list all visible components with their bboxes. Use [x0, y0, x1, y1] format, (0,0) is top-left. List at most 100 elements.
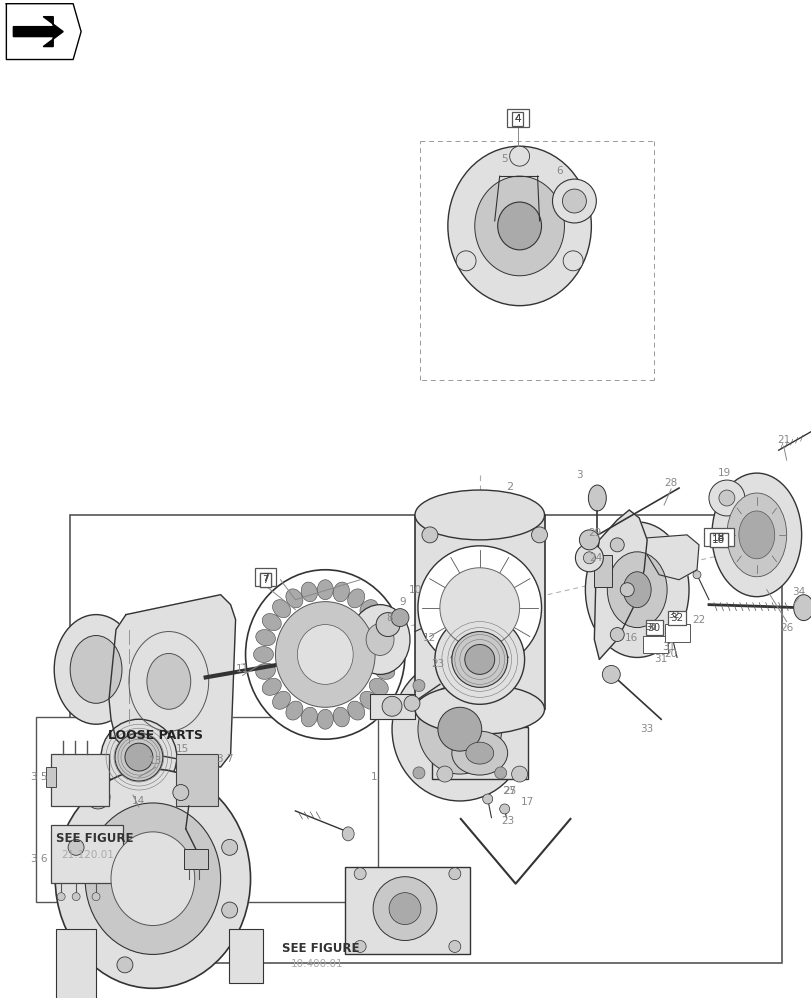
Text: 1: 1	[371, 772, 377, 782]
Polygon shape	[6, 4, 81, 60]
Ellipse shape	[253, 646, 273, 662]
Ellipse shape	[582, 552, 594, 564]
Text: 24: 24	[589, 553, 603, 563]
Ellipse shape	[551, 179, 595, 223]
Text: 3 6: 3 6	[31, 854, 48, 864]
Ellipse shape	[117, 957, 133, 973]
Ellipse shape	[375, 613, 400, 637]
Ellipse shape	[667, 629, 674, 637]
Polygon shape	[13, 17, 63, 47]
Ellipse shape	[474, 176, 564, 276]
Ellipse shape	[418, 684, 501, 774]
Text: 21: 21	[776, 435, 789, 445]
Ellipse shape	[464, 645, 494, 674]
Text: 18: 18	[711, 535, 725, 545]
Text: 31: 31	[662, 642, 675, 652]
Ellipse shape	[301, 707, 317, 727]
Text: 26: 26	[779, 623, 792, 633]
Ellipse shape	[376, 646, 397, 662]
Ellipse shape	[620, 583, 633, 597]
Ellipse shape	[413, 680, 424, 692]
Ellipse shape	[359, 691, 378, 709]
Ellipse shape	[726, 493, 786, 577]
Ellipse shape	[285, 589, 303, 608]
Ellipse shape	[354, 940, 366, 952]
Text: 10: 10	[408, 585, 421, 595]
Ellipse shape	[738, 511, 774, 559]
Ellipse shape	[422, 527, 437, 543]
Bar	[431, 727, 527, 779]
Ellipse shape	[147, 653, 191, 709]
Ellipse shape	[610, 628, 624, 642]
Ellipse shape	[333, 707, 349, 727]
Ellipse shape	[354, 868, 366, 880]
Polygon shape	[370, 694, 414, 719]
Ellipse shape	[92, 893, 100, 901]
Ellipse shape	[588, 485, 606, 511]
Ellipse shape	[388, 893, 420, 925]
Text: 7: 7	[262, 575, 268, 585]
Ellipse shape	[404, 695, 419, 711]
Ellipse shape	[57, 893, 65, 901]
Polygon shape	[594, 510, 646, 659]
Bar	[51, 754, 109, 806]
Ellipse shape	[435, 615, 524, 704]
Ellipse shape	[711, 473, 800, 597]
Ellipse shape	[448, 146, 590, 306]
Ellipse shape	[272, 600, 290, 618]
Text: 20: 20	[663, 649, 677, 659]
Ellipse shape	[391, 609, 409, 627]
Text: 6: 6	[556, 166, 562, 176]
Ellipse shape	[575, 544, 603, 572]
Bar	[46, 767, 56, 787]
Ellipse shape	[347, 701, 364, 720]
Ellipse shape	[414, 684, 544, 734]
Ellipse shape	[382, 696, 401, 716]
Text: 28: 28	[663, 478, 677, 488]
Text: 25: 25	[502, 786, 516, 796]
Text: 4: 4	[513, 114, 521, 124]
Bar	[183, 849, 208, 869]
Text: 3 7: 3 7	[217, 754, 234, 764]
Text: SEE FIGURE: SEE FIGURE	[56, 832, 134, 845]
Bar	[414, 515, 544, 709]
Ellipse shape	[563, 251, 582, 271]
Text: 30: 30	[647, 623, 660, 633]
Ellipse shape	[466, 742, 493, 764]
Text: 14: 14	[132, 796, 145, 806]
Ellipse shape	[448, 868, 461, 880]
Ellipse shape	[436, 766, 453, 782]
Ellipse shape	[456, 251, 475, 271]
Ellipse shape	[101, 719, 177, 795]
Text: 8: 8	[386, 613, 393, 623]
Text: 33: 33	[640, 724, 653, 734]
Ellipse shape	[610, 538, 624, 552]
Text: 3: 3	[575, 470, 582, 480]
Ellipse shape	[448, 940, 461, 952]
Polygon shape	[646, 535, 698, 580]
Text: 29: 29	[588, 528, 601, 538]
Ellipse shape	[499, 804, 509, 814]
Polygon shape	[461, 819, 570, 884]
Ellipse shape	[585, 522, 689, 657]
Ellipse shape	[285, 701, 303, 720]
Ellipse shape	[437, 707, 481, 751]
Bar	[56, 929, 96, 1000]
Bar	[506, 109, 528, 127]
Ellipse shape	[221, 839, 238, 855]
Ellipse shape	[718, 490, 734, 506]
Ellipse shape	[341, 827, 354, 841]
Text: 4: 4	[513, 114, 521, 124]
Ellipse shape	[602, 665, 620, 683]
Ellipse shape	[497, 202, 541, 250]
Text: 19: 19	[718, 468, 731, 478]
Text: 30: 30	[645, 623, 656, 632]
Text: 5: 5	[500, 154, 508, 164]
Ellipse shape	[494, 767, 506, 779]
Text: 3 5: 3 5	[31, 772, 48, 782]
Ellipse shape	[86, 785, 109, 809]
Text: 21.120.01: 21.120.01	[61, 850, 114, 860]
Ellipse shape	[372, 877, 436, 940]
Ellipse shape	[317, 580, 333, 600]
Ellipse shape	[317, 709, 333, 729]
